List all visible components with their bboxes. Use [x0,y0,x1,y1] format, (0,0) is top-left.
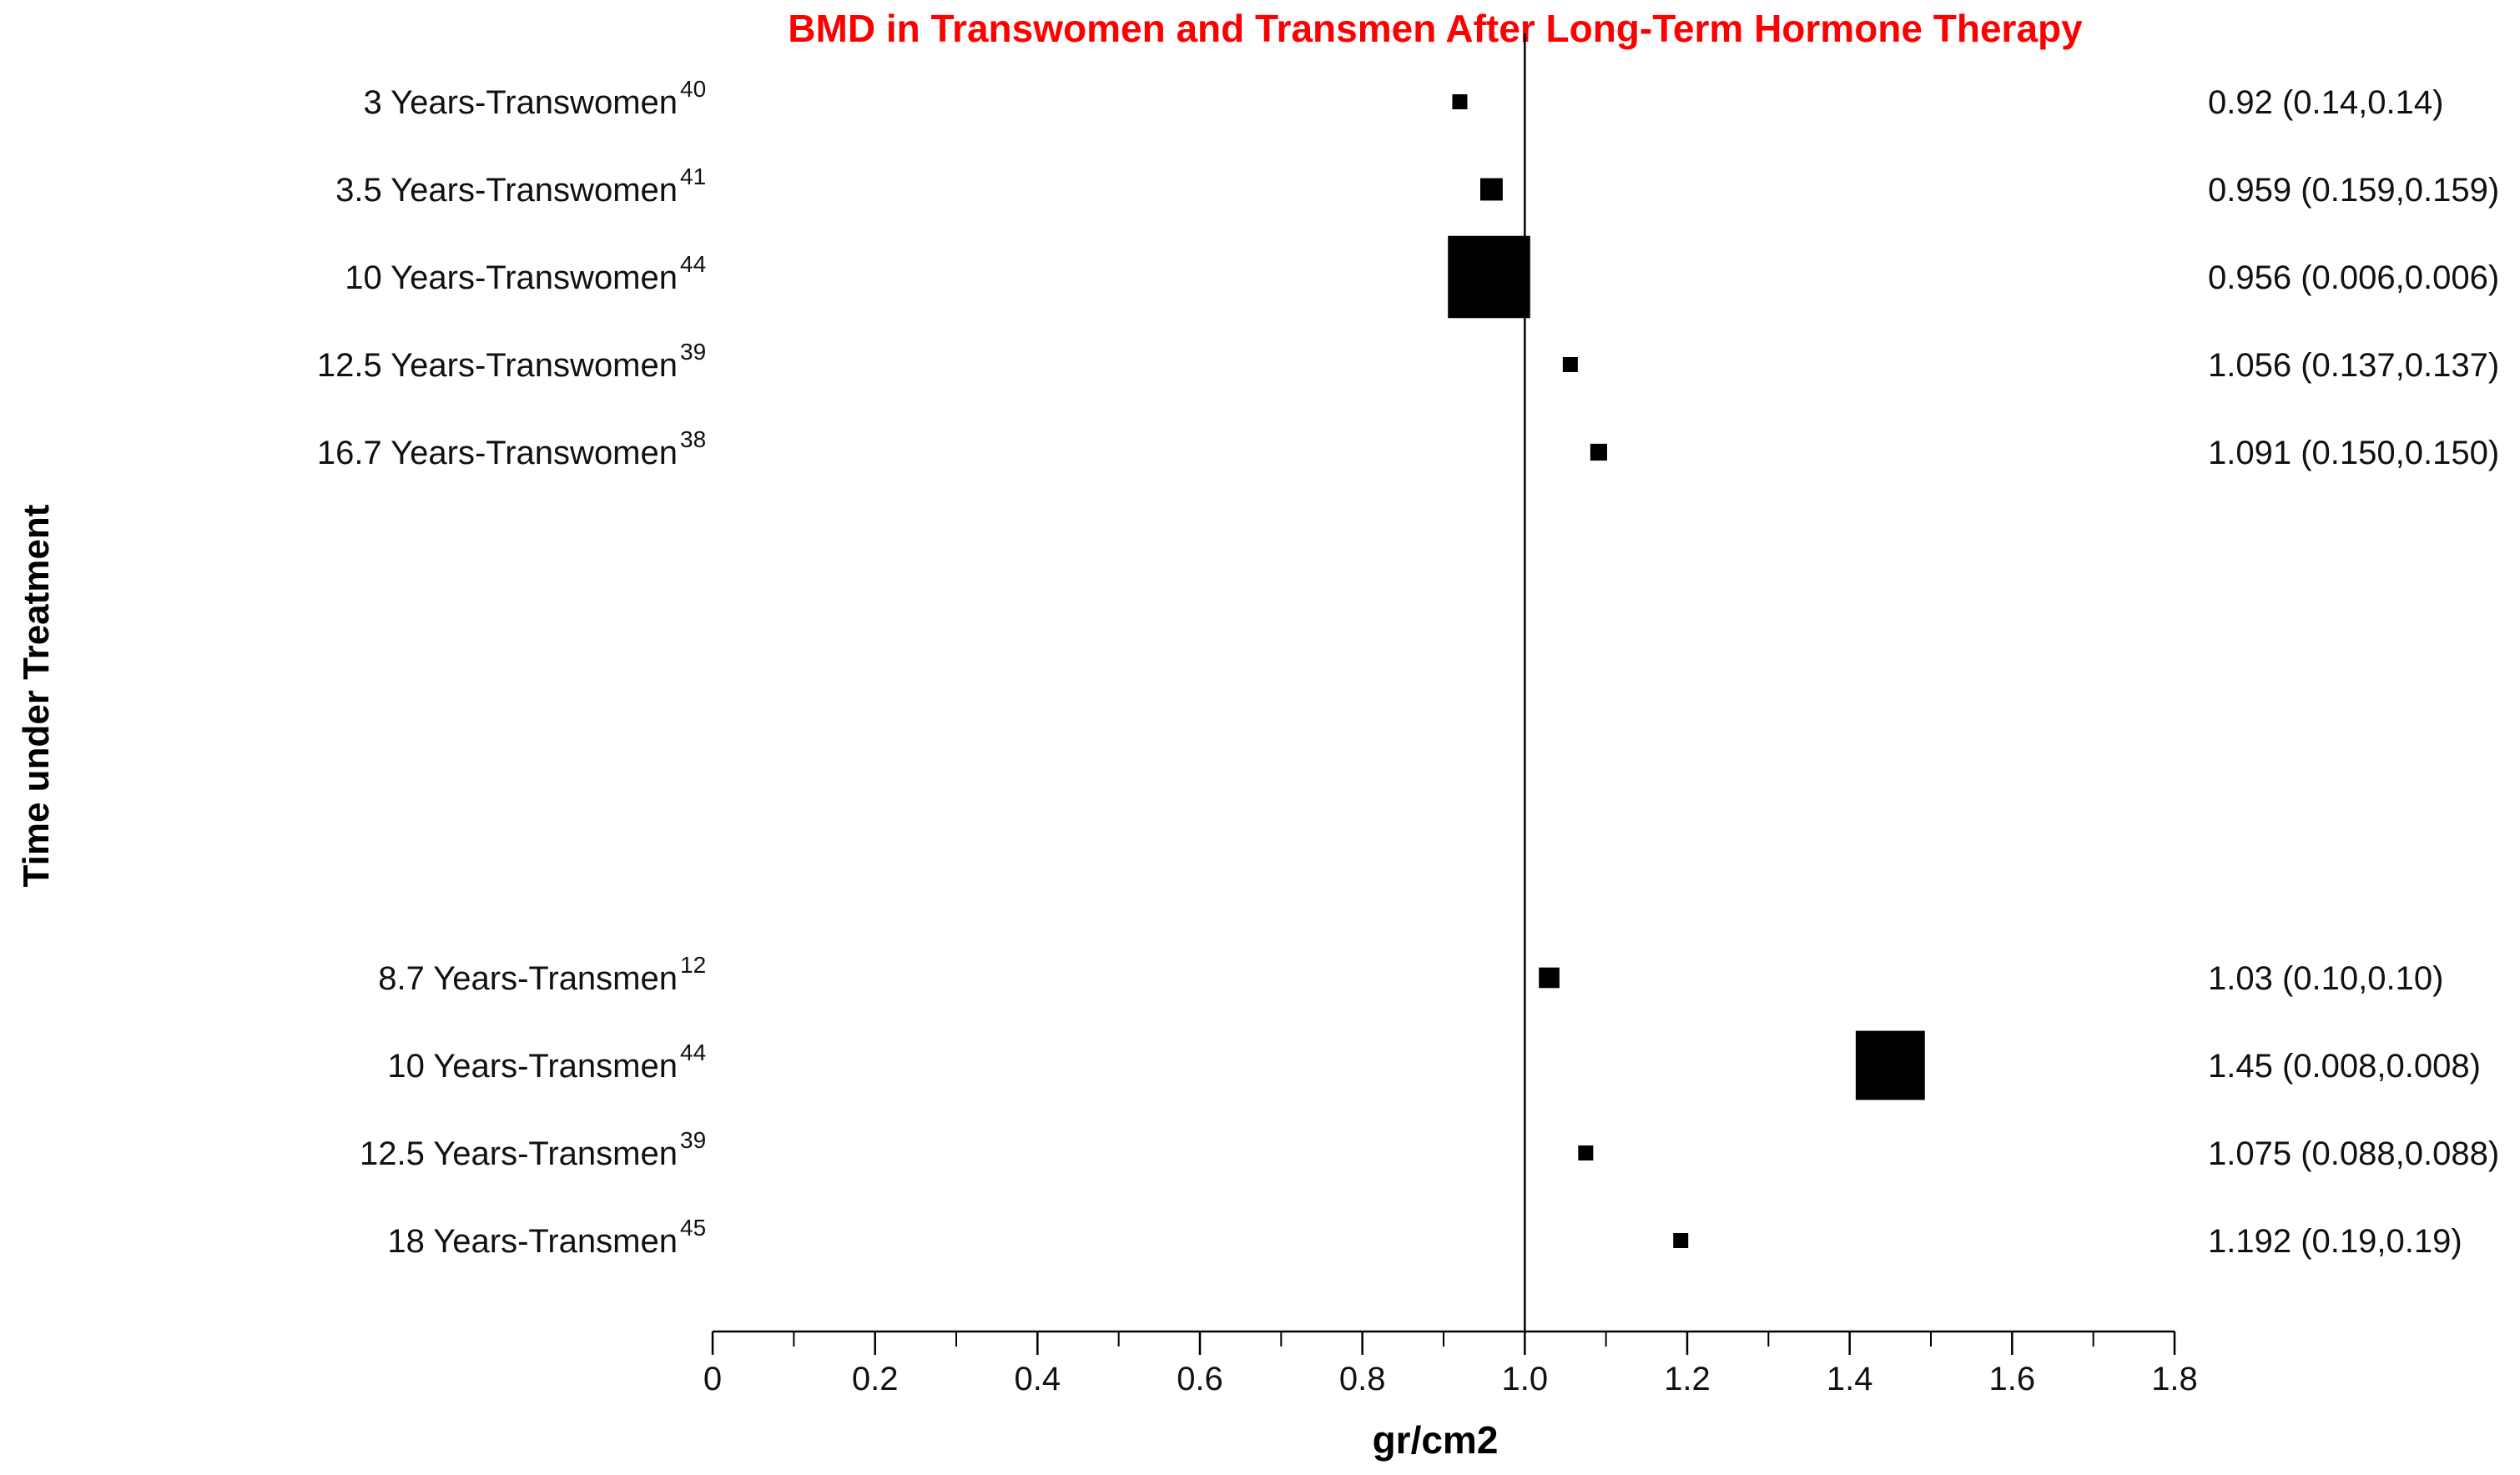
study-label-text: 18 Years-Transmen [387,1223,678,1260]
study-label: 10 Years-Transmen [387,1048,678,1085]
effect-marker [1539,967,1560,989]
study-reference: 40 [680,76,706,102]
study-label-text: 10 Years-Transwomen [345,259,678,296]
effect-summary: 1.03 (0.10,0.10) [2208,960,2443,997]
study-reference: 39 [680,1127,706,1153]
y-axis-title: Time under Treatment [16,504,57,887]
effect-marker [1562,357,1578,372]
effect-marker [1590,443,1607,461]
study-row: 10 Years-Transwomen 44 0.956 (0.006,0.006) [345,235,2499,319]
effect-marker [1578,1145,1594,1160]
effect-marker [1448,235,1530,319]
study-label: 8.7 Years-Transmen [378,960,678,997]
study-row: 3 Years-Transwomen 40 0.92 (0.14,0.14) [364,76,2444,121]
study-label: 16.7 Years-Transwomen [317,435,678,471]
study-label-text: 16.7 Years-Transwomen [317,435,678,471]
study-label: 3 Years-Transwomen [364,84,678,121]
study-reference: 44 [680,251,706,277]
study-rows: 3 Years-Transwomen 40 0.92 (0.14,0.14) 3.5 … [317,76,2499,1260]
x-tick-label: 0.4 [1015,1361,1061,1397]
study-row: 18 Years-Transmen 45 1.192 (0.19,0.19) [387,1215,2462,1260]
study-label: 18 Years-Transmen [387,1223,678,1260]
study-row: 8.7 Years-Transmen 12 1.03 (0.10,0.10) [378,952,2443,997]
effect-summary: 0.956 (0.006,0.006) [2208,259,2499,296]
effect-summary: 1.45 (0.008,0.008) [2208,1048,2481,1085]
effect-summary: 1.091 (0.150,0.150) [2208,435,2499,471]
study-label-text: 3 Years-Transwomen [364,84,678,121]
x-tick-label: 0 [703,1361,722,1397]
study-row: 3.5 Years-Transwomen 41 0.959 (0.159,0.159… [335,164,2499,209]
study-row: 10 Years-Transmen 44 1.45 (0.008,0.008) [387,1030,2481,1100]
effect-marker [1479,178,1503,201]
x-tick-label: 1.0 [1502,1361,1549,1397]
study-reference: 44 [680,1040,706,1065]
x-tick-label: 1.8 [2151,1361,2198,1397]
study-label: 12.5 Years-Transmen [360,1135,678,1172]
effect-summary: 0.959 (0.159,0.159) [2208,172,2499,209]
effect-summary: 1.075 (0.088,0.088) [2208,1135,2499,1172]
x-tick-label: 1.4 [1827,1361,1873,1397]
study-reference: 41 [680,164,706,189]
effect-summary: 0.92 (0.14,0.14) [2208,84,2443,121]
x-axis: 0 0.2 0.4 0.6 0.8 1.0 1.2 1.4 1.6 1.8 [703,1330,2198,1397]
x-tick-label: 1.6 [1989,1361,2036,1397]
study-label-text: 12.5 Years-Transmen [360,1135,678,1172]
effect-marker [1855,1030,1925,1100]
effect-summary: 1.192 (0.19,0.19) [2208,1223,2462,1260]
study-row: 12.5 Years-Transmen 39 1.075 (0.088,0.088) [360,1127,2499,1172]
x-tick-label: 0.6 [1177,1361,1223,1397]
chart-title: BMD in Transwomen and Transmen After Lon… [788,7,2083,50]
study-label: 3.5 Years-Transwomen [335,172,678,209]
study-label-text: 3.5 Years-Transwomen [335,172,678,209]
x-tick-label: 0.8 [1339,1361,1386,1397]
effect-marker [1673,1233,1689,1248]
study-reference: 39 [680,339,706,365]
study-row: 16.7 Years-Transwomen 38 1.091 (0.150,0.15… [317,426,2499,471]
study-reference: 45 [680,1215,706,1241]
effect-summary: 1.056 (0.137,0.137) [2208,347,2499,384]
x-tick-label: 0.2 [852,1361,899,1397]
study-label-text: 8.7 Years-Transmen [378,960,678,997]
study-row: 12.5 Years-Transwomen 39 1.056 (0.137,0.13… [317,339,2499,384]
effect-marker [1452,94,1468,109]
study-reference: 38 [680,426,706,452]
study-label-text: 12.5 Years-Transwomen [317,347,678,384]
study-label-text: 10 Years-Transmen [387,1048,678,1085]
x-axis-title: gr/cm2 [1373,1418,1499,1462]
study-label: 12.5 Years-Transwomen [317,347,678,384]
study-label: 10 Years-Transwomen [345,259,678,296]
study-reference: 12 [680,952,706,978]
x-tick-label: 1.2 [1664,1361,1711,1397]
